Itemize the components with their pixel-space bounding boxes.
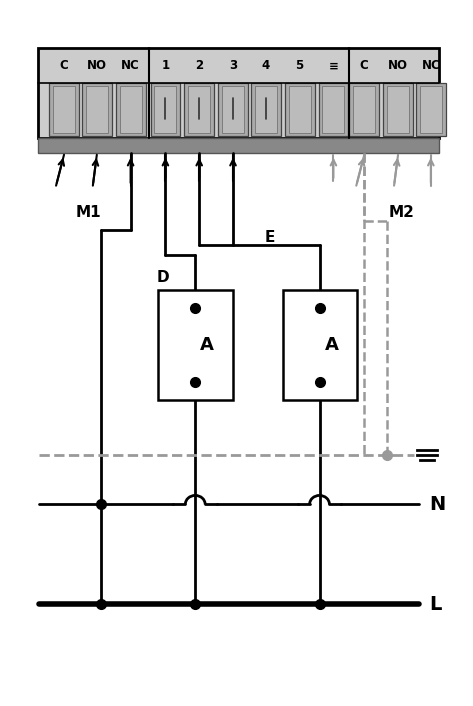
- Bar: [387, 86, 409, 133]
- Text: C: C: [360, 59, 368, 72]
- Bar: [283, 290, 357, 400]
- Bar: [218, 83, 248, 136]
- Bar: [353, 86, 375, 133]
- Bar: [255, 86, 277, 133]
- Bar: [318, 83, 348, 136]
- Bar: [49, 83, 79, 136]
- Bar: [82, 83, 112, 136]
- Text: 2: 2: [195, 59, 203, 72]
- Bar: [416, 83, 446, 136]
- Text: NO: NO: [388, 59, 408, 72]
- Text: N: N: [429, 495, 445, 514]
- Bar: [120, 86, 141, 133]
- Text: E: E: [264, 230, 275, 246]
- Bar: [222, 86, 244, 133]
- Bar: [158, 290, 233, 400]
- Text: L: L: [429, 594, 441, 614]
- Bar: [188, 86, 210, 133]
- Bar: [383, 83, 413, 136]
- Bar: [155, 86, 176, 133]
- Bar: [350, 83, 379, 136]
- Text: NC: NC: [421, 59, 440, 72]
- Text: M2: M2: [389, 205, 415, 220]
- Bar: [150, 83, 180, 136]
- Text: NO: NO: [87, 59, 107, 72]
- Text: D: D: [157, 270, 170, 285]
- Text: 5: 5: [296, 59, 304, 72]
- Text: A: A: [200, 336, 214, 354]
- Text: NC: NC: [121, 59, 140, 72]
- Bar: [53, 86, 75, 133]
- Bar: [323, 86, 344, 133]
- Bar: [289, 86, 311, 133]
- Bar: [251, 83, 281, 136]
- Text: 3: 3: [229, 59, 237, 72]
- Bar: [86, 86, 108, 133]
- Bar: [184, 83, 214, 136]
- Bar: [285, 83, 315, 136]
- Text: A: A: [324, 336, 338, 354]
- Bar: [420, 86, 442, 133]
- Text: 1: 1: [161, 59, 169, 72]
- Text: ≡: ≡: [328, 59, 338, 72]
- Bar: [38, 48, 439, 138]
- Text: 4: 4: [262, 59, 270, 72]
- Bar: [38, 138, 439, 152]
- Text: C: C: [60, 59, 69, 72]
- Text: M1: M1: [76, 205, 102, 220]
- Bar: [116, 83, 146, 136]
